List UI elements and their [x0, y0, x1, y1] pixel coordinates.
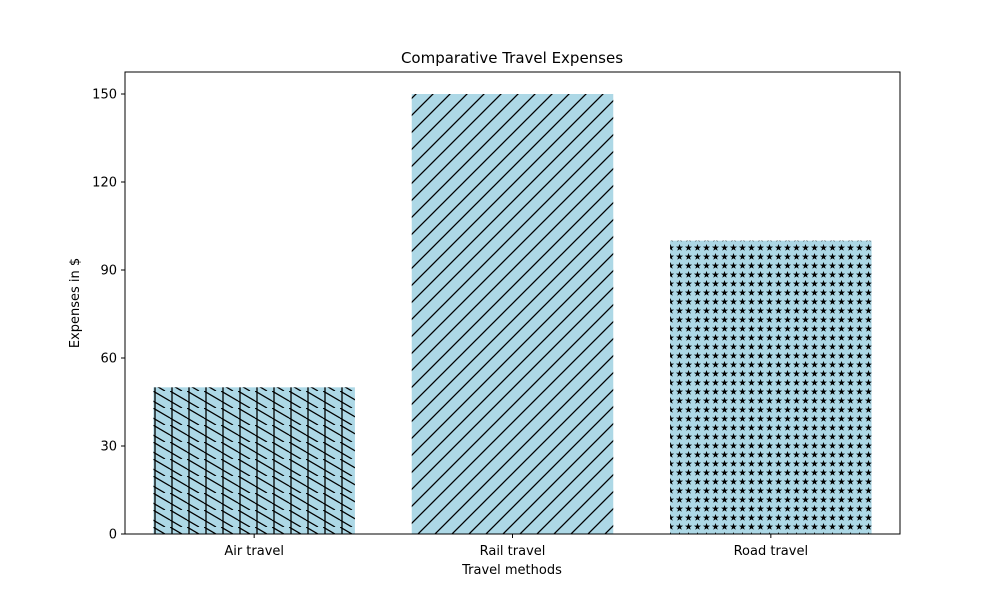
- y-tick-label: 30: [100, 440, 117, 455]
- x-tick-label: Road travel: [734, 544, 808, 559]
- y-tick-label: 150: [92, 88, 117, 103]
- plot-frame: [124, 71, 901, 535]
- x-tick-label: Rail travel: [480, 544, 546, 559]
- x-tick-label: Air travel: [224, 544, 284, 559]
- y-tick-label: 0: [109, 528, 117, 543]
- y-tick-label: 60: [100, 352, 117, 367]
- bar-hatch-road-travel: [670, 240, 872, 534]
- bar-hatch-air-travel: [153, 387, 355, 534]
- y-axis-label: Expenses in $: [68, 258, 83, 348]
- x-axis-label: Travel methods: [461, 563, 562, 578]
- y-tick-label: 120: [92, 176, 117, 191]
- y-axis-ticks: 0 30 60 90 120 150: [92, 88, 125, 543]
- chart-title: Comparative Travel Expenses: [401, 49, 623, 67]
- x-axis-ticks: Air travel Rail travel Road travel: [224, 534, 808, 559]
- bar-hatch-rail-travel: [411, 94, 614, 534]
- y-tick-label: 90: [100, 264, 117, 279]
- bars: [153, 94, 872, 534]
